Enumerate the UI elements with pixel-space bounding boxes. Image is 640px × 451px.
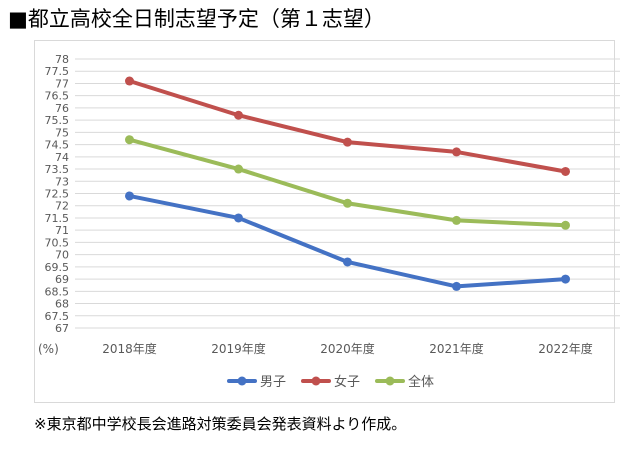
data-point xyxy=(125,76,134,86)
y-tick-label: 76.5 xyxy=(45,90,70,103)
y-tick-label: 67.5 xyxy=(45,310,70,323)
data-point xyxy=(561,274,570,284)
x-tick-labels: 2018年度 2019年度 2020年度 2021年度 2022年度 xyxy=(102,341,593,356)
source-footnote: ※東京都中学校長会進路対策委員会発表資料より作成。 xyxy=(34,415,407,433)
data-point xyxy=(234,213,243,223)
data-point xyxy=(125,135,134,145)
legend: 男子 女子 全体 xyxy=(227,374,434,390)
data-point xyxy=(234,110,243,120)
page-title: ■都立高校全日制志望予定（第１志望） xyxy=(8,7,385,31)
legend-marker xyxy=(237,376,247,386)
y-tick-label: 74.5 xyxy=(45,139,70,152)
series-line-2 xyxy=(127,137,568,228)
legend-marker xyxy=(311,376,321,386)
y-tick-label: 77.5 xyxy=(45,65,70,78)
legend-label: 男子 xyxy=(260,375,286,390)
y-tick-label: 75 xyxy=(55,126,69,139)
y-tick-label: 78 xyxy=(55,53,69,66)
y-tick-label: 68.5 xyxy=(45,285,70,298)
x-tick-label: 2019年度 xyxy=(211,341,266,356)
data-point xyxy=(343,257,352,267)
y-tick-label: 72 xyxy=(55,200,69,213)
y-tick-label: 72.5 xyxy=(45,188,70,201)
x-tick-label: 2022年度 xyxy=(538,341,593,356)
y-tick-label: 76 xyxy=(55,102,69,115)
y-tick-label: 67 xyxy=(55,322,69,335)
y-tick-label: 68 xyxy=(55,298,69,311)
data-point xyxy=(234,164,243,174)
data-point xyxy=(343,198,352,208)
x-tick-label: 2018年度 xyxy=(102,341,157,356)
y-tick-label: 69 xyxy=(55,273,69,286)
y-tick-label: 73.5 xyxy=(45,163,70,176)
y-tick-label: 73 xyxy=(55,175,69,188)
data-point xyxy=(452,281,461,291)
x-tick-label: 2020年度 xyxy=(320,341,375,356)
data-point xyxy=(452,147,461,157)
data-point xyxy=(452,215,461,225)
y-axis-unit-label: (%) xyxy=(38,342,59,356)
y-tick-label: 74 xyxy=(55,151,69,164)
y-tick-label: 75.5 xyxy=(45,114,70,127)
y-tick-label: 70.5 xyxy=(45,236,70,249)
gridlines xyxy=(75,58,620,329)
series-lines xyxy=(125,76,570,291)
y-tick-label: 77 xyxy=(55,77,69,90)
legend-label: 女子 xyxy=(334,374,360,390)
y-tick-labels: 6767.56868.56969.57070.57171.57272.57373… xyxy=(45,53,70,335)
data-point xyxy=(561,220,570,230)
legend-marker xyxy=(385,376,395,386)
legend-label: 全体 xyxy=(408,374,434,390)
y-tick-label: 71 xyxy=(55,224,69,237)
data-point xyxy=(561,166,570,176)
series-line-0 xyxy=(127,193,568,289)
data-point xyxy=(125,191,134,201)
y-tick-label: 69.5 xyxy=(45,261,70,274)
data-point xyxy=(343,137,352,147)
y-tick-label: 71.5 xyxy=(45,212,70,225)
x-tick-label: 2021年度 xyxy=(429,341,484,356)
y-tick-label: 70 xyxy=(55,249,69,262)
